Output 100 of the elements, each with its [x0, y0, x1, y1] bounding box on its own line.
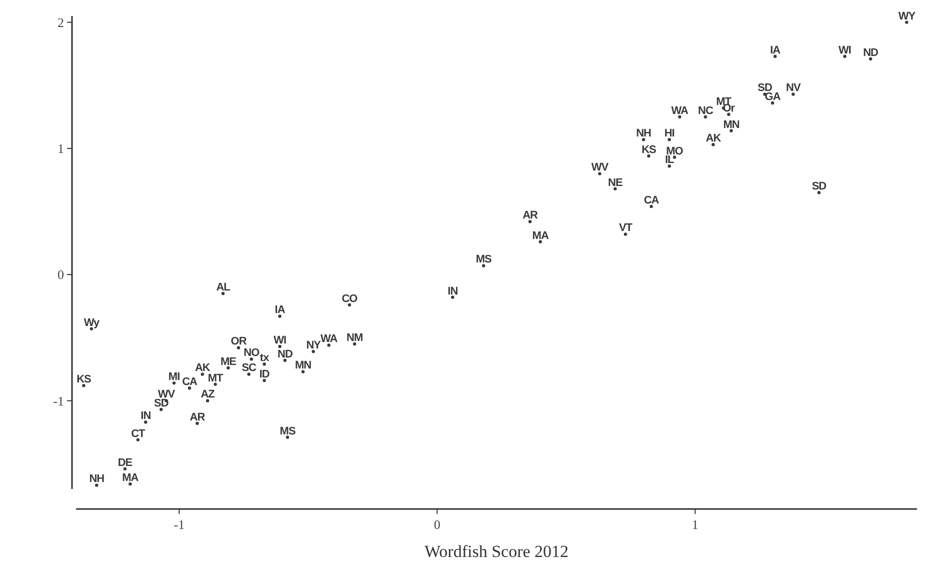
point	[250, 357, 254, 361]
point	[678, 115, 682, 119]
point	[905, 20, 908, 24]
data-label: OR	[230, 336, 247, 348]
data-label: AK	[194, 362, 210, 374]
point	[278, 314, 282, 318]
point	[262, 362, 266, 366]
point	[301, 370, 305, 374]
x-tick-label: 0	[434, 517, 440, 532]
data-label: MN	[723, 118, 740, 131]
data-label: ME	[220, 356, 236, 368]
point	[598, 172, 602, 176]
point	[704, 115, 708, 119]
data-label: tx	[260, 352, 270, 364]
data-label: ND	[278, 348, 293, 360]
data-label: AL	[216, 281, 231, 294]
point	[283, 358, 287, 362]
point	[817, 190, 821, 194]
point	[188, 386, 192, 390]
data-label: NV	[786, 82, 802, 94]
point	[247, 372, 250, 376]
point	[647, 154, 650, 158]
y-tick-label: 0	[58, 267, 64, 282]
data-label: AZ	[200, 388, 216, 401]
point	[538, 240, 542, 244]
point	[843, 54, 846, 58]
point	[278, 344, 282, 348]
point	[206, 399, 210, 402]
data-label: WI	[274, 334, 286, 346]
data-label: HI	[664, 128, 675, 140]
point	[614, 187, 617, 190]
data-label: Wy	[84, 316, 101, 329]
data-label: SC	[242, 362, 257, 374]
point	[226, 366, 230, 370]
point	[650, 204, 653, 208]
point	[214, 382, 217, 386]
data-label: MI	[168, 371, 180, 384]
point	[668, 138, 671, 142]
point	[236, 346, 240, 350]
data-label: MS	[280, 425, 296, 438]
data-label: WV	[591, 162, 610, 174]
data-label: MA	[122, 472, 139, 484]
data-label: IA	[770, 44, 781, 56]
data-label: CO	[342, 292, 358, 305]
data-label: NE	[608, 176, 622, 189]
point	[160, 408, 163, 412]
data-label: WA	[671, 104, 689, 117]
point	[868, 57, 872, 60]
point	[128, 482, 132, 486]
data-label: AR	[522, 210, 538, 222]
data-label: NM	[346, 332, 364, 344]
point	[353, 342, 356, 346]
data-label: NY	[306, 340, 322, 352]
data-label: VT	[618, 222, 633, 234]
y-tick-label: 1	[58, 140, 64, 156]
data-label: ND	[863, 46, 879, 59]
data-label: IL	[664, 154, 675, 166]
point	[172, 381, 176, 385]
point	[451, 296, 454, 299]
data-label: CT	[131, 428, 146, 440]
data-label: KS	[642, 144, 656, 156]
point	[200, 372, 204, 376]
point	[712, 143, 715, 146]
data-label: MT	[208, 372, 224, 384]
point	[727, 112, 730, 116]
point	[770, 101, 774, 105]
x-tick-label: -1	[174, 517, 185, 532]
data-label: WI	[838, 44, 852, 56]
point	[123, 467, 127, 470]
point	[262, 378, 266, 382]
point	[312, 350, 315, 354]
data-label: AK	[706, 132, 722, 145]
data-label: NH	[89, 473, 105, 486]
y-tick-label: -1	[53, 393, 64, 408]
point	[792, 92, 795, 96]
x-axis-title: Wordfish Score 2012	[424, 542, 569, 561]
data-label: DE	[118, 456, 132, 469]
data-label: KS	[76, 374, 92, 386]
point	[286, 436, 290, 439]
data-label: NC	[698, 104, 714, 117]
data-label: CA	[644, 194, 660, 206]
point	[327, 344, 330, 347]
data-label: GA	[764, 91, 781, 104]
point	[528, 220, 532, 224]
data-label: AR	[190, 411, 206, 424]
data-label: NH	[636, 128, 652, 140]
point	[624, 232, 628, 236]
point	[221, 292, 225, 296]
point	[774, 54, 777, 58]
point	[642, 138, 646, 142]
point	[196, 422, 199, 426]
point	[82, 384, 86, 388]
y-tick-label: 2	[58, 14, 64, 30]
point	[144, 420, 148, 424]
data-label: IA	[274, 304, 286, 316]
point	[730, 129, 733, 132]
point	[136, 438, 140, 442]
data-label: MA	[532, 230, 549, 242]
data-label: WA	[320, 333, 338, 346]
data-label: WY	[898, 10, 916, 22]
